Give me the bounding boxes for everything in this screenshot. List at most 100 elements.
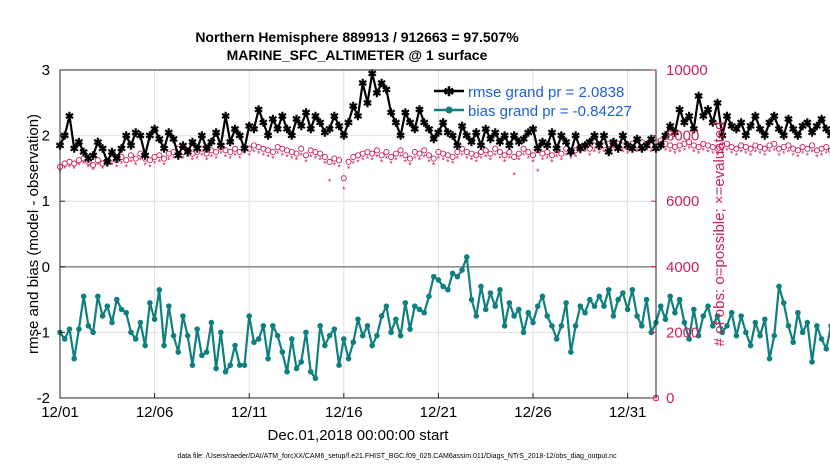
- bias-point-157: [799, 329, 806, 336]
- rmse-point-71: ✱: [391, 117, 400, 129]
- rmse-point-117: ✱: [609, 137, 618, 149]
- rmse-point-112: ✱: [585, 137, 594, 149]
- bias-point-26: [180, 313, 186, 319]
- obs-evaluated-point-8: *: [96, 161, 100, 171]
- obs-evaluated-point-151: *: [772, 146, 776, 156]
- rmse-point-116: ✱: [604, 147, 613, 159]
- bias-point-131: [676, 296, 683, 303]
- obs-evaluated-point-55: *: [318, 156, 322, 166]
- bias-point-105: [553, 336, 560, 342]
- rmse-point-49: ✱: [287, 131, 296, 143]
- obs-evaluated-point-134: *: [692, 148, 696, 158]
- bias-point-62: [350, 339, 357, 346]
- rmse-point-129: ✱: [666, 121, 675, 133]
- rmse-point-77: ✱: [420, 117, 429, 129]
- bias-point-75: [411, 303, 418, 309]
- rmse-point-16: ✱: [131, 127, 140, 139]
- bias-point-159: [809, 359, 815, 365]
- obs-evaluated-point-99: *: [527, 154, 531, 164]
- obs-evaluated-point-109: *: [574, 152, 578, 162]
- bias-point-150: [766, 355, 773, 362]
- obs-evaluated-point-137: *: [706, 148, 710, 158]
- left-tick-label-5: 3: [42, 62, 50, 79]
- rmse-point-130: ✱: [670, 127, 679, 139]
- bias-point-114: [596, 293, 603, 300]
- obs-evaluated-point-26: *: [181, 154, 185, 164]
- rmse-point-90: ✱: [481, 124, 490, 136]
- obs-evaluated-point-146: *: [749, 151, 753, 161]
- bias-point-37: [232, 342, 238, 349]
- rmse-point-96: ✱: [509, 131, 518, 143]
- bias-point-148: [757, 332, 763, 339]
- obs-evaluated-point-44: *: [266, 152, 270, 162]
- bias-point-156: [795, 309, 801, 316]
- rmse-point-86: ✱: [462, 131, 471, 143]
- rmse-point-68: ✱: [377, 78, 386, 90]
- bias-point-106: [558, 323, 565, 329]
- left-tick-label-0: -2: [37, 390, 50, 407]
- bias-point-32: [208, 319, 215, 326]
- bias-point-18: [142, 342, 148, 349]
- bias-point-91: [487, 290, 494, 296]
- obs-evaluated-point-15: *: [129, 157, 133, 167]
- obs-evaluated-point-128: *: [664, 146, 668, 156]
- rmse-point-97: ✱: [514, 137, 523, 149]
- rmse-point-141: ✱: [722, 111, 731, 123]
- obs-possible-point-90: [482, 147, 489, 154]
- rmse-point-39: ✱: [240, 144, 249, 156]
- obs-evaluated-point-62: *: [352, 159, 356, 169]
- bias-point-102: [539, 293, 546, 300]
- bias-point-118: [615, 296, 621, 303]
- obs-evaluated-point-68: *: [380, 157, 384, 167]
- series-bias: [57, 254, 830, 382]
- obs-possible-point-70: [388, 153, 395, 160]
- obs-possible-point-154: [785, 142, 792, 149]
- obs-evaluated-point-34: *: [219, 149, 223, 159]
- bias-point-161: [818, 336, 825, 342]
- obs-evaluated-point-140: *: [720, 148, 724, 158]
- bias-point-134: [691, 306, 697, 313]
- legend-rmse-marker: ✱: [444, 84, 455, 99]
- rmse-point-76: ✱: [415, 104, 424, 116]
- obs-evaluated-point-4: *: [77, 161, 81, 171]
- rmse-point-125: ✱: [647, 134, 656, 146]
- rmse-point-134: ✱: [689, 124, 698, 136]
- obs-possible-point-21: [156, 152, 163, 159]
- obs-possible-point-151: [771, 140, 778, 147]
- bias-point-108: [568, 349, 574, 355]
- obs-evaluated-point-28: *: [191, 156, 195, 166]
- rmse-point-160: ✱: [812, 121, 821, 133]
- bias-point-146: [747, 342, 754, 349]
- obs-evaluated-point-149: *: [763, 151, 767, 161]
- bias-point-71: [393, 316, 399, 323]
- bias-point-153: [780, 300, 787, 306]
- obs-possible-point-7: [90, 162, 97, 169]
- obs-evaluated-point-124: *: [645, 146, 649, 156]
- obs-evaluated-point-103: *: [545, 154, 549, 164]
- rmse-point-118: ✱: [614, 144, 623, 156]
- obs-evaluated-point-24: *: [172, 154, 176, 164]
- obs-evaluated-point-6: *: [87, 162, 91, 172]
- obs-evaluated-point-21: *: [158, 157, 162, 167]
- bias-point-22: [161, 342, 167, 349]
- bias-point-66: [369, 342, 375, 349]
- rmse-point-33: ✱: [211, 127, 220, 139]
- bias-point-101: [534, 303, 541, 309]
- rmse-point-23: ✱: [164, 127, 173, 139]
- obs-evaluated-point-147: *: [754, 148, 758, 158]
- obs-possible-point-19: [146, 157, 153, 164]
- obs-evaluated-point-7: *: [91, 166, 95, 176]
- rmse-point-36: ✱: [226, 137, 235, 149]
- obs-possible-point-50: [293, 150, 300, 157]
- bias-point-130: [672, 309, 678, 316]
- obs-possible-point-98: [520, 145, 527, 152]
- rmse-point-119: ✱: [618, 131, 627, 143]
- obs-evaluated-point-125: *: [650, 148, 654, 158]
- obs-possible-point-159: [809, 142, 816, 149]
- obs-evaluated-point-156: *: [796, 152, 800, 162]
- rmse-point-62: ✱: [349, 101, 358, 113]
- rmse-point-140: ✱: [718, 131, 727, 143]
- rmse-point-155: ✱: [789, 124, 798, 136]
- bias-point-42: [255, 336, 262, 342]
- bias-point-147: [752, 319, 759, 326]
